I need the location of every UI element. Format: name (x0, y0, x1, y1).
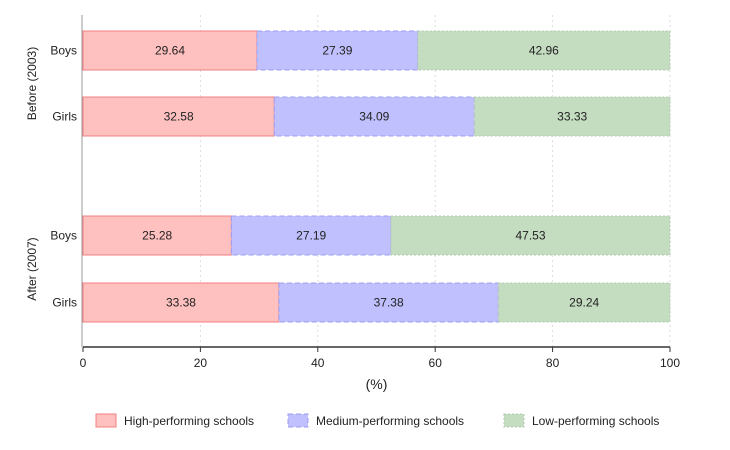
data-label: 37.38 (374, 296, 404, 310)
bar-segment (417, 30, 671, 71)
data-label: 33.38 (166, 296, 196, 310)
data-label: 42.96 (529, 44, 559, 58)
legend-swatch (503, 413, 525, 428)
x-tick-label: 40 (311, 356, 325, 370)
bar-segment (82, 30, 258, 71)
data-label: 33.33 (557, 110, 587, 124)
bar-segment (82, 282, 280, 323)
group-label: After (2007) (25, 237, 39, 300)
data-label: 29.64 (155, 44, 185, 58)
category-label: Girls (52, 110, 77, 124)
data-label: 29.24 (569, 296, 599, 310)
legend-label: High-performing schools (124, 414, 254, 428)
bar-segment (230, 215, 392, 256)
legend-label: Low-performing schools (532, 414, 659, 428)
bar-segment (390, 215, 671, 256)
bar-segment (278, 282, 499, 323)
bar-segment (256, 30, 419, 71)
legend-label: Medium-performing schools (316, 414, 464, 428)
category-label: Boys (50, 229, 77, 243)
data-label: 25.28 (142, 229, 172, 243)
data-label: 27.39 (322, 44, 352, 58)
x-tick-label: 80 (546, 356, 560, 370)
bar-segment (497, 282, 671, 323)
category-label: Girls (52, 296, 77, 310)
data-label: 27.19 (296, 229, 326, 243)
data-label: 34.09 (359, 110, 389, 124)
bar-segment (82, 215, 232, 256)
data-label: 32.58 (164, 110, 194, 124)
category-label: Boys (50, 44, 77, 58)
x-tick-label: 0 (80, 356, 87, 370)
bar-segment (473, 96, 671, 137)
x-tick-label: 60 (429, 356, 443, 370)
bar-segment (273, 96, 475, 137)
x-tick-label: 100 (660, 356, 680, 370)
legend-swatch (95, 413, 117, 428)
legend-swatch (287, 413, 309, 428)
group-label: Before (2003) (25, 47, 39, 120)
bar-segment (82, 96, 275, 137)
x-tick-label: 20 (194, 356, 208, 370)
data-label: 47.53 (515, 229, 545, 243)
x-axis-label: (%) (366, 376, 388, 392)
